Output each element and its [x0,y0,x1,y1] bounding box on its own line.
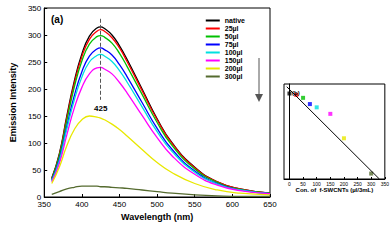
svg-text:50µl: 50µl [225,33,239,41]
svg-text:450: 450 [113,200,127,209]
svg-text:150: 150 [28,112,42,121]
svg-text:25µl: 25µl [225,25,239,33]
svg-text:350: 350 [381,181,390,187]
svg-text:150µl: 150µl [225,57,243,65]
svg-text:100µl: 100µl [225,49,243,57]
svg-text:150: 150 [326,181,335,187]
svg-text:550: 550 [188,200,202,209]
svg-text:300: 300 [28,31,42,40]
svg-text:(b): (b) [292,90,300,96]
svg-text:400: 400 [75,200,89,209]
svg-text:300: 300 [367,181,376,187]
svg-text:350: 350 [38,200,52,209]
svg-text:(a): (a) [51,14,63,25]
svg-text:200µl: 200µl [225,65,243,73]
svg-text:50: 50 [300,181,306,187]
svg-text:600: 600 [226,200,240,209]
svg-text:75µl: 75µl [225,41,239,49]
svg-text:100: 100 [313,181,322,187]
svg-text:Wavelength (nm): Wavelength (nm) [121,212,193,222]
svg-text:250: 250 [28,58,42,67]
svg-text:500: 500 [150,200,164,209]
svg-text:425: 425 [94,104,108,113]
svg-text:Con. of f-SWCNTs (µl/3mL): Con. of f-SWCNTs (µl/3mL) [296,187,374,193]
svg-text:0: 0 [36,192,42,202]
svg-text:300µl: 300µl [225,73,243,81]
svg-text:200: 200 [340,181,349,187]
svg-text:650: 650 [263,200,277,209]
svg-text:250: 250 [353,181,362,187]
svg-text:100: 100 [28,139,42,148]
svg-text:350: 350 [28,4,42,13]
svg-text:200: 200 [28,85,42,94]
svg-text:Emission Intensity: Emission Intensity [8,63,18,143]
svg-text:native: native [225,17,245,24]
svg-text:0: 0 [288,181,291,187]
svg-text:50: 50 [32,166,41,175]
